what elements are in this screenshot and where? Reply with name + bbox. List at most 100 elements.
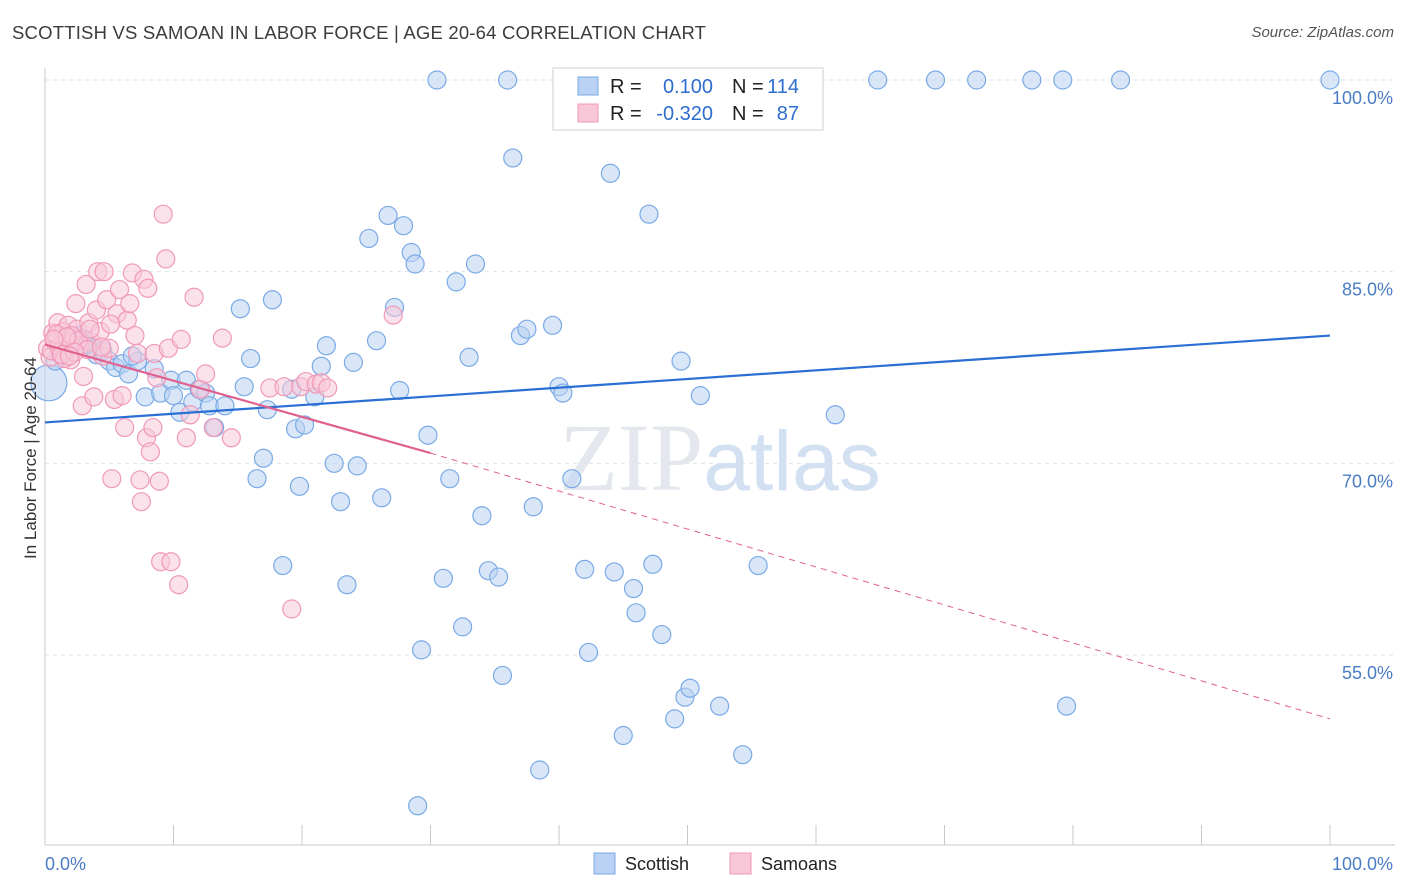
point-scottish [289,476,310,496]
point-scottish [1056,696,1077,716]
point-scottish [492,665,513,686]
point-scottish [359,228,379,249]
point-scottish [294,415,315,435]
point-scottish [530,760,550,780]
point-samoans [221,428,241,448]
point-scottish [503,148,523,168]
point-scottish [427,70,447,90]
point-samoans [203,417,223,438]
point-scottish [366,331,387,351]
point-samoans [318,378,338,398]
legend-r-value-scottish: 0.100 [663,76,713,98]
legend: R = 0.100 N = 114 R = -0.320 N = 87 [552,67,824,131]
point-scottish [347,456,367,476]
point-scottish [680,678,700,698]
legend-swatch-samoans [577,103,599,123]
point-samoans [169,575,189,595]
point-samoans [149,471,169,491]
trendlines [44,334,1331,720]
point-samoans [76,274,96,295]
point-scottish [626,603,646,623]
point-scottish [665,709,685,729]
point-scottish [343,352,363,372]
point-samoans [125,325,145,346]
trendline-samoans [44,343,431,455]
y-tick-label: 70.0% [1342,471,1393,491]
point-samoans [97,290,117,310]
point-scottish [517,319,537,339]
tick-labels: 100.0% 85.0% 70.0% 55.0% 0.0% 100.0% [45,88,1393,874]
source-label: Source: ZipAtlas.com [1251,24,1394,41]
point-scottish [1320,70,1340,90]
trendline-scottish [44,334,1331,424]
point-scottish [418,425,438,445]
point-scottish [405,254,425,274]
point-scottish [393,216,414,236]
point-samoans [100,314,121,334]
point-scottish [643,554,663,574]
point-scottish [241,348,261,369]
legend-r-label-scottish: R = [610,76,642,98]
point-scottish [733,745,753,765]
point-scottish [967,70,987,90]
point-scottish [247,469,267,489]
bottom-legend-label-samoans: Samoans [761,854,837,874]
point-scottish [446,272,466,292]
point-scottish [748,555,768,576]
point-scottish [613,725,633,746]
point-samoans [44,329,64,349]
point-samoans [131,492,151,512]
point-samoans [112,386,132,406]
y-tick-label: 100.0% [1332,88,1393,108]
point-scottish [378,205,398,226]
point-scottish [411,640,432,660]
point-samoans [143,417,163,438]
point-scottish [163,386,184,406]
point-scottish [324,453,344,473]
point-scottish [489,567,509,587]
point-samoans [115,417,135,438]
point-scottish [575,559,595,579]
axes [44,68,1395,846]
point-scottish [472,506,492,526]
legend-n-label-scottish: N = [732,76,764,98]
point-scottish [311,356,331,376]
legend-n-value-scottish: 114 [767,76,799,98]
point-scottish [578,642,599,663]
legend-n-label-samoans: N = [732,103,764,125]
point-scottish [273,555,293,576]
point-scottish [825,405,845,425]
point-scottish [390,380,410,401]
legend-n-value-samoans: 87 [777,103,799,125]
point-scottish [372,488,392,508]
point-samoans [94,262,114,282]
point-scottish [440,469,460,489]
point-samoans [80,319,100,339]
point-scottish [542,315,563,335]
point-scottish [215,396,235,416]
point-scottish [523,497,543,517]
legend-r-value-samoans: -0.320 [656,103,713,125]
point-samoans [383,305,403,325]
point-samoans [109,279,130,300]
point-samoans [66,294,86,314]
point-scottish [1053,70,1073,90]
point-scottish [234,377,254,397]
point-scottish [710,696,730,716]
point-samoans [153,204,173,224]
point-samoans [184,287,204,307]
point-samoans [140,442,160,462]
series-scottish-points [30,70,1340,816]
point-scottish [330,492,351,512]
bottom-legend-swatch-samoans [729,852,752,875]
point-scottish [408,796,428,816]
point-samoans [282,599,302,619]
legend-swatch-scottish [577,76,599,96]
point-scottish [868,70,888,90]
point-scottish [453,617,473,637]
point-samoans [120,294,140,314]
point-samoans [161,552,181,572]
point-samoans [180,405,200,425]
point-scottish [671,351,691,371]
point-scottish [623,578,644,599]
